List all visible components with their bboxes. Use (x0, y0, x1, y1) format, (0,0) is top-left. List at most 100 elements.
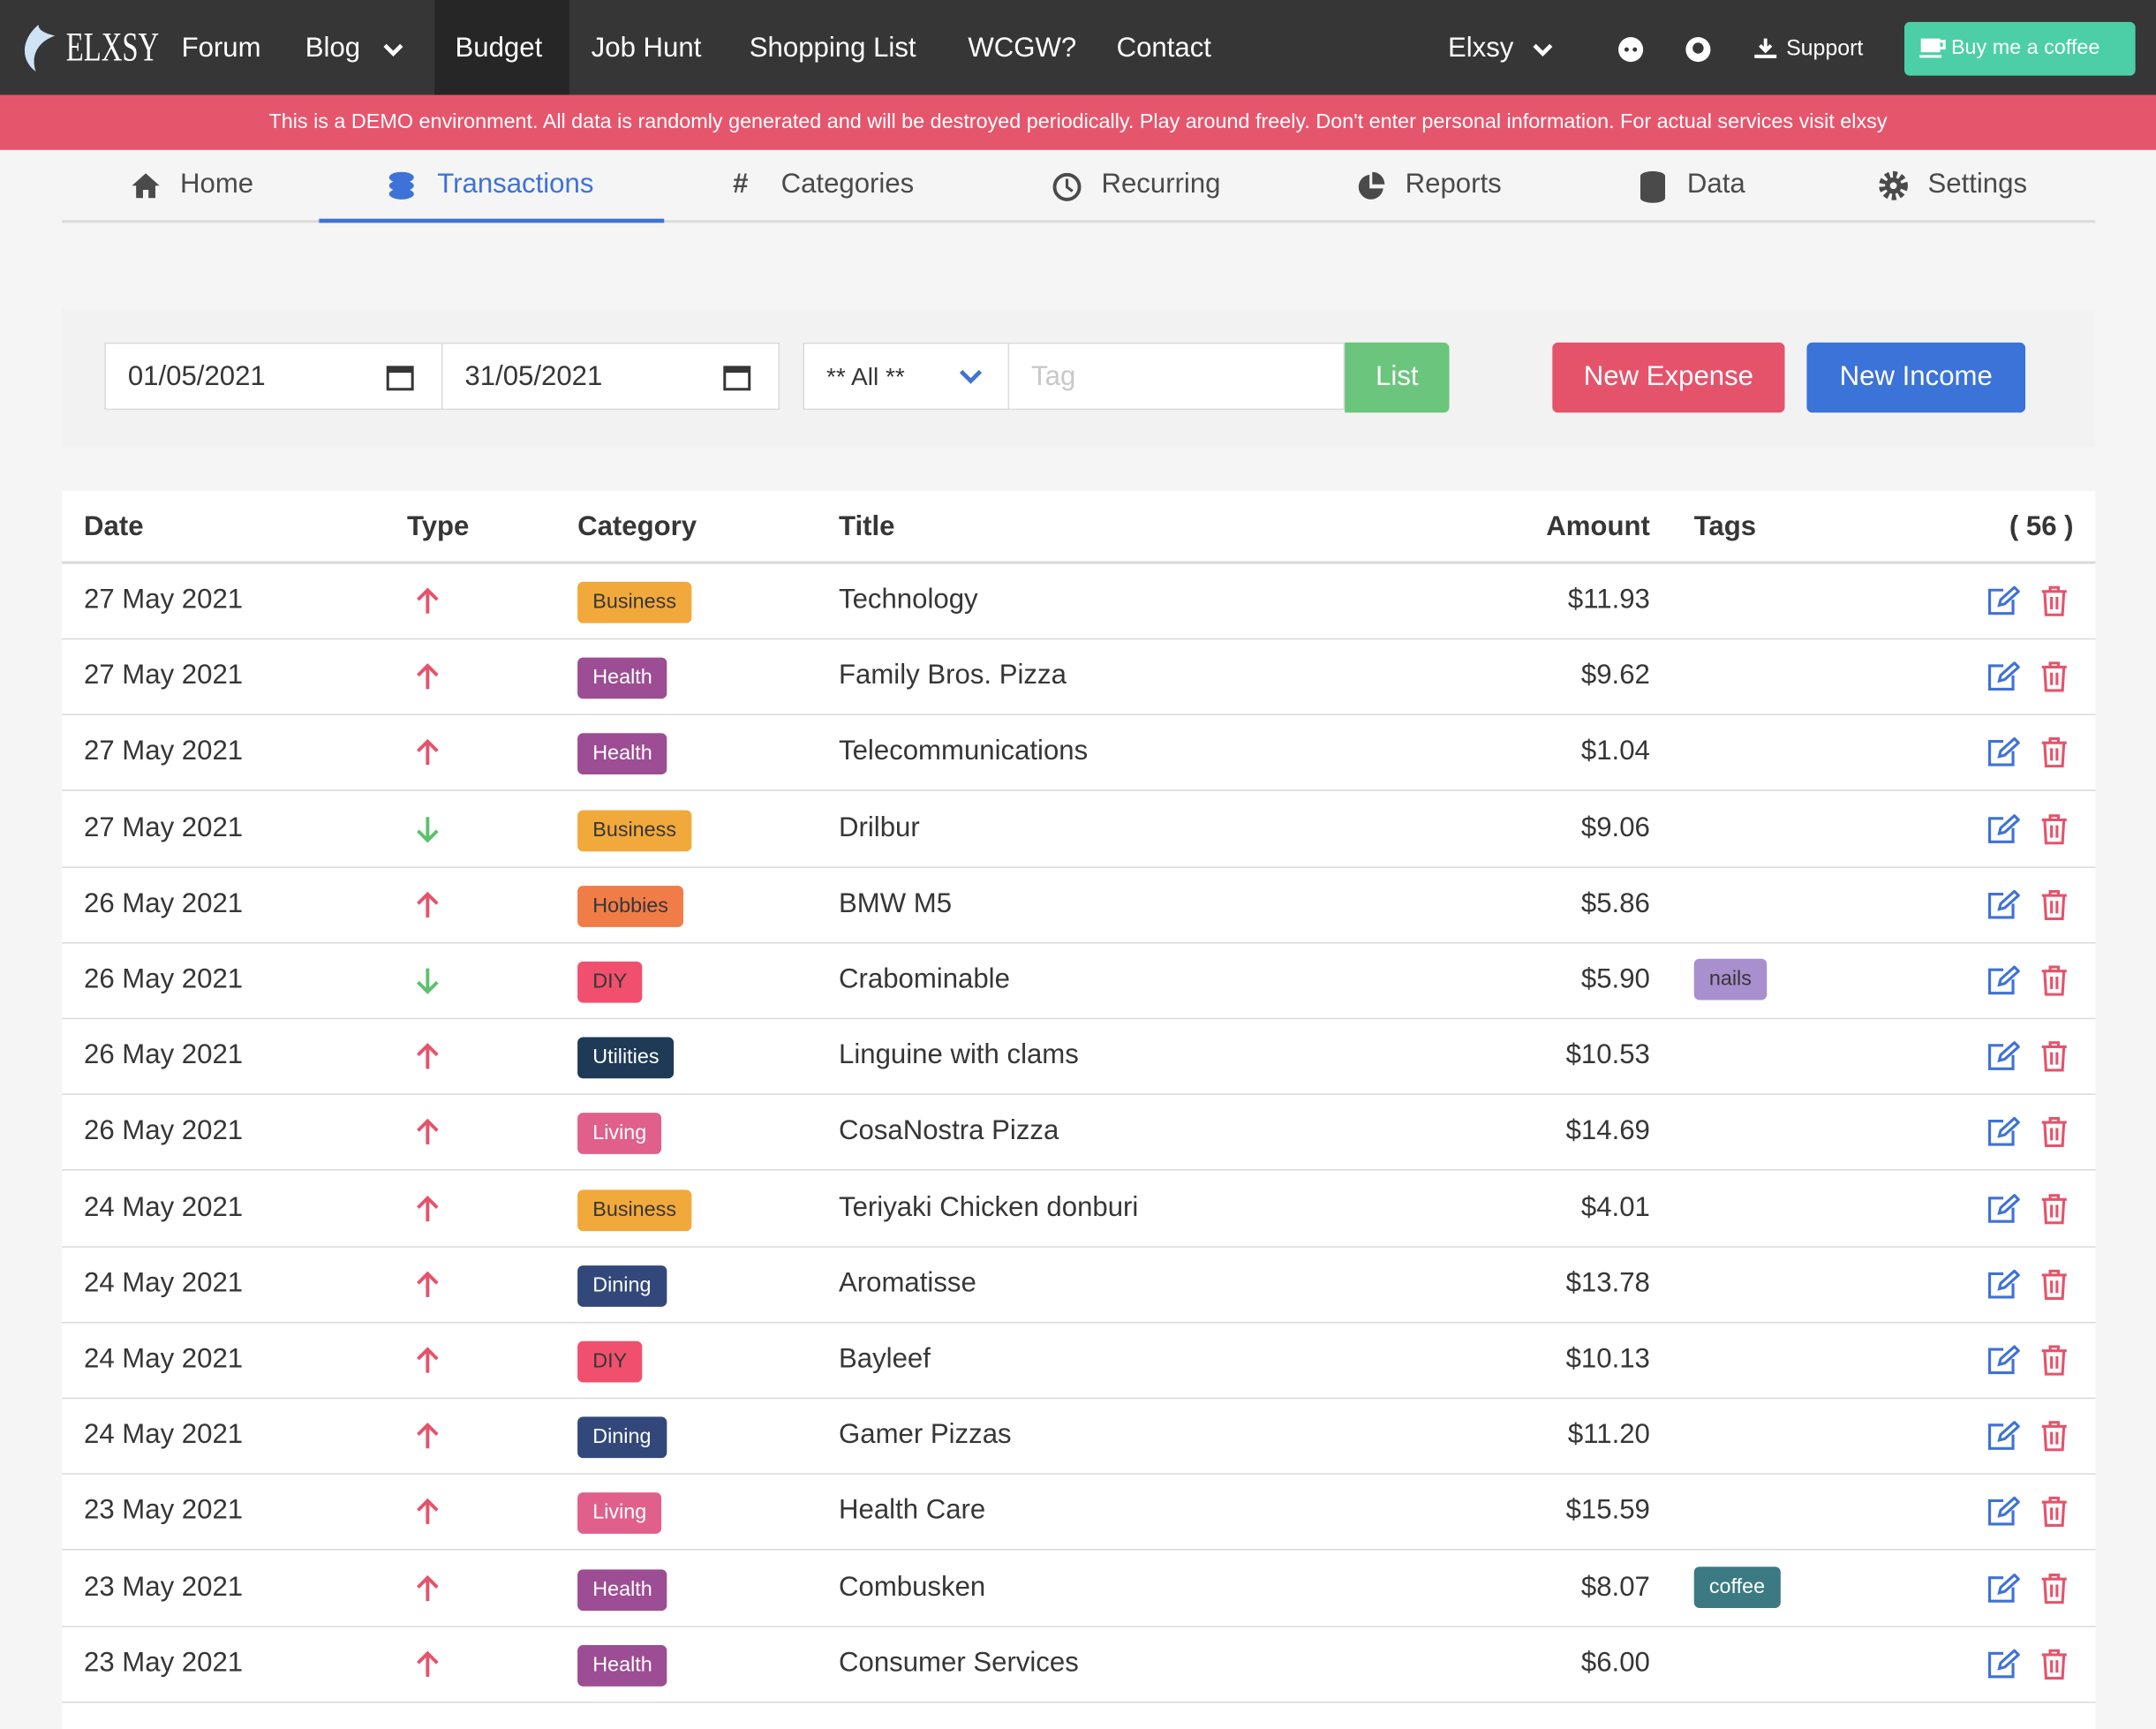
nav-item[interactable]: Blog (305, 33, 361, 64)
date: 27 May 2021 (84, 736, 244, 767)
delete-button[interactable] (2040, 1573, 2068, 1610)
edit-button[interactable] (1986, 661, 2021, 699)
delete-button[interactable] (2040, 813, 2068, 851)
date-from[interactable]: 01/05/2021 (104, 342, 443, 411)
tab[interactable]: Categories (780, 169, 915, 200)
edit-button[interactable] (1986, 1420, 2021, 1458)
edit-button[interactable] (1986, 888, 2021, 927)
delete-button[interactable] (2040, 1193, 2068, 1230)
new-income-button[interactable]: New Income (1806, 342, 2026, 413)
title: Linguine with clams (839, 1039, 1079, 1071)
category-badge: Business (577, 809, 692, 851)
delete-button[interactable] (2040, 1421, 2068, 1458)
pie-icon (1358, 171, 1385, 200)
delete-button[interactable] (2040, 1497, 2068, 1534)
edit-button[interactable] (1986, 585, 2021, 623)
edit-button[interactable] (1986, 1268, 2021, 1306)
edit-button[interactable] (1986, 964, 2021, 1003)
transactions-table (62, 491, 2096, 1729)
hash-icon: # (733, 169, 749, 200)
edit-icon (1988, 1192, 2021, 1223)
github-icon[interactable] (1685, 36, 1712, 64)
edit-button[interactable] (1986, 1192, 2021, 1230)
type-arrow (415, 967, 440, 1001)
title: Consumer Services (839, 1647, 1079, 1679)
edit-button[interactable] (1986, 1040, 2021, 1078)
title: Telecommunications (839, 736, 1089, 767)
arrow (417, 1499, 439, 1525)
date: 27 May 2021 (84, 585, 244, 615)
type-select[interactable]: ** All ** (803, 342, 1010, 411)
row-border (62, 713, 2096, 716)
amount: $10.53 (1565, 1039, 1650, 1071)
delete-button[interactable] (2040, 737, 2068, 775)
delete-button[interactable] (2040, 661, 2068, 699)
edit-button[interactable] (1986, 1572, 2021, 1610)
delete-button[interactable] (2040, 1117, 2068, 1154)
amount: $10.13 (1565, 1343, 1650, 1375)
title: Teriyaki Chicken donburi (839, 1191, 1139, 1223)
category-badge: Living (577, 1113, 662, 1155)
column-header: Date (84, 511, 144, 542)
delete-button[interactable] (2040, 965, 2068, 1003)
reddit-icon[interactable] (1617, 36, 1645, 64)
support-icon (1754, 38, 1777, 58)
arrow (417, 1650, 439, 1677)
category-badge: Health (577, 1568, 667, 1611)
delete-button[interactable] (2040, 585, 2068, 623)
edit-icon (1988, 1648, 2021, 1679)
nav-item[interactable]: Forum (181, 33, 261, 64)
new-expense-button[interactable]: New Expense (1552, 342, 1785, 413)
support-link[interactable]: Support (1786, 37, 1864, 61)
coffee-label: Buy me a coffee (1950, 35, 2100, 59)
date: 23 May 2021 (84, 1495, 244, 1527)
edit-button[interactable] (1986, 812, 2021, 851)
delete-button[interactable] (2040, 1041, 2068, 1078)
type-arrow (415, 891, 440, 925)
tag-input[interactable]: Tag (1007, 342, 1346, 411)
category-badge: Health (577, 1644, 667, 1687)
coffee-button[interactable]: Buy me a coffee (1903, 21, 2136, 76)
delete-button[interactable] (2040, 889, 2068, 927)
edit-icon (1988, 1420, 2021, 1451)
tab[interactable]: Recurring (1101, 169, 1221, 200)
nav-item[interactable]: Contact (1116, 33, 1211, 64)
nav-item[interactable]: WCGW? (968, 33, 1077, 64)
amount: $14.69 (1565, 1115, 1650, 1147)
row-border (62, 1093, 2096, 1096)
row-border (62, 1017, 2096, 1020)
tab[interactable]: Settings (1927, 169, 2028, 200)
clock-icon (1052, 172, 1082, 201)
edit-button[interactable] (1986, 1344, 2021, 1382)
delete-button[interactable] (2040, 1345, 2068, 1382)
chevron (959, 369, 983, 384)
nav-item[interactable]: Budget (455, 33, 543, 64)
edit-button[interactable] (1986, 1116, 2021, 1154)
type-arrow (415, 1043, 440, 1077)
tab-active[interactable]: Transactions (437, 169, 594, 200)
user-menu[interactable]: Elxsy (1447, 33, 1514, 64)
delete-button[interactable] (2040, 1649, 2068, 1686)
title: Drilbur (839, 812, 920, 843)
arrow (417, 1043, 439, 1069)
list-button[interactable]: List (1345, 342, 1450, 413)
category-badge: Utilities (577, 1037, 675, 1079)
edit-button[interactable] (1986, 1496, 2021, 1534)
date-to[interactable]: 31/05/2021 (441, 342, 780, 411)
nav-item[interactable]: Shopping List (749, 33, 916, 64)
title: Gamer Pizzas (839, 1419, 1012, 1451)
category-badge: DIY (577, 1340, 643, 1383)
trash-icon (2041, 889, 2067, 920)
edit-button[interactable] (1986, 736, 2021, 775)
edit-button[interactable] (1986, 1648, 2021, 1686)
nav-item[interactable]: Job Hunt (591, 33, 702, 64)
tab[interactable]: Home (180, 169, 254, 200)
brand[interactable]: ELXSY (65, 25, 160, 71)
tab[interactable]: Reports (1405, 169, 1502, 200)
trash-icon (2041, 1345, 2067, 1376)
arrow (417, 663, 439, 690)
delete-button[interactable] (2040, 1269, 2068, 1306)
tab[interactable]: Data (1686, 169, 1745, 200)
trash-icon (2041, 813, 2067, 844)
calendar-icon (386, 366, 414, 391)
